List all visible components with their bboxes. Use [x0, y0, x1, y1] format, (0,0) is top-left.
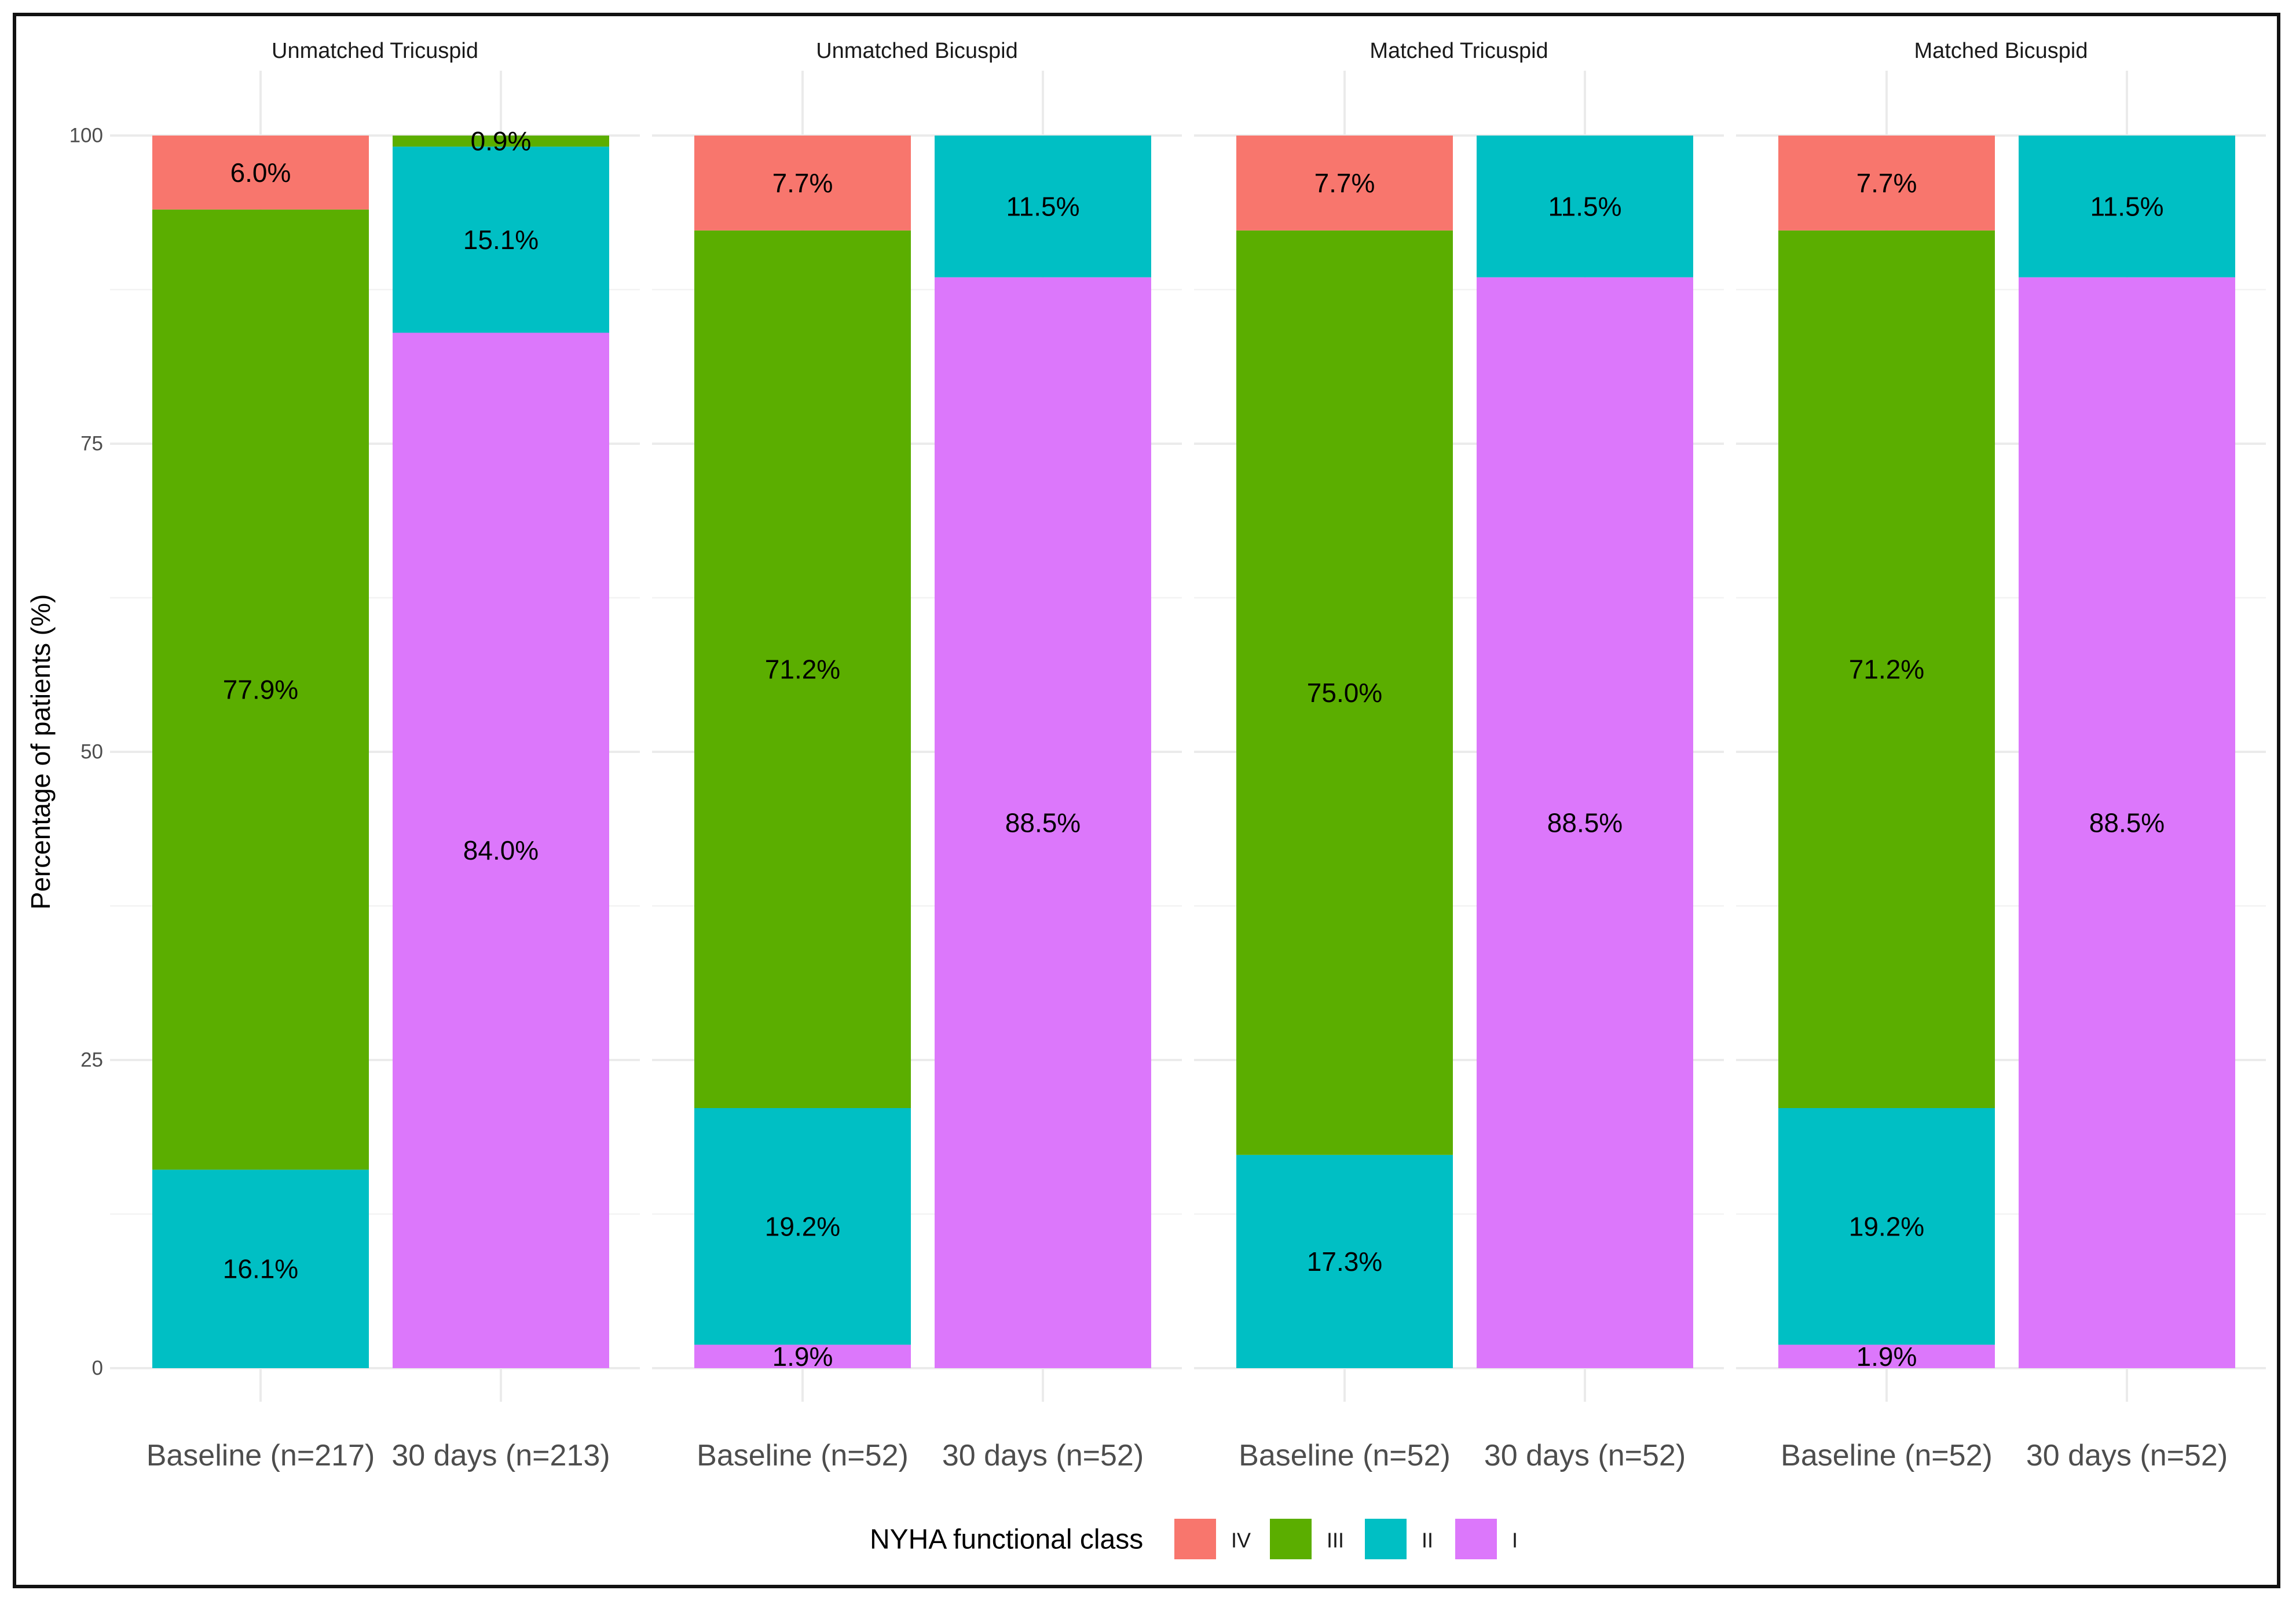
y-axis-title: Percentage of patients (%)	[25, 594, 56, 910]
x-tick-label: Baseline (n=52)	[1239, 1439, 1451, 1472]
axis-layer: Unmatched Tricuspid Baseline (n=217) 30 da…	[69, 39, 2228, 1472]
data-label: 88.5%	[1005, 807, 1081, 838]
bar-segment-i	[2019, 277, 2235, 1369]
y-tick-label: 100	[69, 125, 103, 147]
legend-label: II	[1422, 1529, 1433, 1552]
data-label: 15.1%	[463, 225, 539, 255]
bar-segment-ii	[152, 1169, 369, 1368]
legend-key-iv	[1174, 1519, 1216, 1559]
x-tick-label: 30 days (n=213)	[391, 1439, 610, 1472]
data-label: 11.5%	[2090, 191, 2163, 221]
x-tick-label: 30 days (n=52)	[942, 1439, 1144, 1472]
legend-key-ii	[1365, 1519, 1407, 1559]
data-label: 88.5%	[1547, 807, 1623, 838]
bar-segment-i	[694, 1344, 911, 1368]
bar-segment-ii	[1477, 136, 1693, 277]
data-label: 84.0%	[463, 835, 539, 865]
data-label: 71.2%	[1849, 654, 1924, 684]
data-label: 11.5%	[1548, 191, 1621, 221]
bar-segment-iv	[152, 136, 369, 210]
data-label: 11.5%	[1006, 191, 1079, 221]
data-label: 88.5%	[2089, 807, 2165, 838]
bar-segment-i	[1778, 1344, 1995, 1368]
data-label: 0.9%	[471, 126, 532, 156]
legend-label: IV	[1231, 1529, 1251, 1552]
bar-segment-ii	[1236, 1154, 1453, 1368]
bar-segment-iv	[1236, 136, 1453, 231]
bar-segment-i	[1477, 277, 1693, 1369]
legend-label: I	[1512, 1529, 1518, 1552]
data-label: 7.7%	[1314, 168, 1375, 198]
bar-segment-ii	[935, 136, 1151, 277]
data-label: 16.1%	[223, 1254, 298, 1284]
x-tick-label: 30 days (n=52)	[1484, 1439, 1686, 1472]
data-label: 71.2%	[765, 654, 840, 684]
data-label: 7.7%	[772, 168, 833, 198]
bar-segment-ii	[393, 147, 609, 333]
data-label: 1.9%	[1856, 1342, 1917, 1372]
x-tick-label: 30 days (n=52)	[2026, 1439, 2228, 1472]
panel-title: Unmatched Bicuspid	[816, 39, 1018, 63]
legend-title: NYHA functional class	[870, 1525, 1143, 1555]
label-layer: 16.1% 77.9% 6.0% 84.0% 15.1% 0.9% 1.9% 19.2% 71.…	[223, 126, 2165, 1372]
data-label: 6.0%	[230, 158, 291, 188]
panel-title: Matched Bicuspid	[1914, 39, 2088, 63]
bar-segment-iii	[393, 136, 609, 147]
data-label: 19.2%	[1849, 1211, 1924, 1241]
bar-segment-iii	[1236, 230, 1453, 1155]
y-tick-label: 0	[92, 1357, 103, 1380]
x-tick-label: Baseline (n=52)	[697, 1439, 909, 1472]
legend-label: III	[1327, 1529, 1344, 1552]
bar-segment-i	[393, 332, 609, 1368]
panel-title: Matched Tricuspid	[1369, 39, 1548, 63]
y-tick-label: 25	[80, 1049, 103, 1072]
bar-segment-ii	[694, 1107, 911, 1345]
data-label: 17.3%	[1307, 1247, 1382, 1277]
bar-segment-iii	[1778, 230, 1995, 1108]
panel-title: Unmatched Tricuspid	[272, 39, 478, 63]
bar-layer	[152, 136, 2235, 1369]
x-tick-label: Baseline (n=217)	[147, 1439, 375, 1472]
bar-segment-ii	[1778, 1107, 1995, 1345]
legend-key-i	[1455, 1519, 1497, 1559]
x-tick-label: Baseline (n=52)	[1781, 1439, 1993, 1472]
bar-segment-iv	[1778, 136, 1995, 231]
legend: NYHA functional class IV III II I	[870, 1519, 1518, 1559]
bar-segment-i	[935, 277, 1151, 1369]
bar-segment-iii	[694, 230, 911, 1108]
legend-key-iii	[1270, 1519, 1312, 1559]
data-label: 75.0%	[1307, 678, 1382, 708]
bar-segment-iii	[152, 209, 369, 1170]
data-label: 7.7%	[1856, 168, 1917, 198]
data-label: 1.9%	[772, 1342, 833, 1372]
y-tick-label: 75	[80, 433, 103, 455]
data-label: 19.2%	[765, 1211, 840, 1241]
data-label: 77.9%	[223, 675, 298, 705]
bar-segment-ii	[2019, 136, 2235, 277]
y-tick-label: 50	[80, 741, 103, 763]
bar-segment-iv	[694, 136, 911, 231]
